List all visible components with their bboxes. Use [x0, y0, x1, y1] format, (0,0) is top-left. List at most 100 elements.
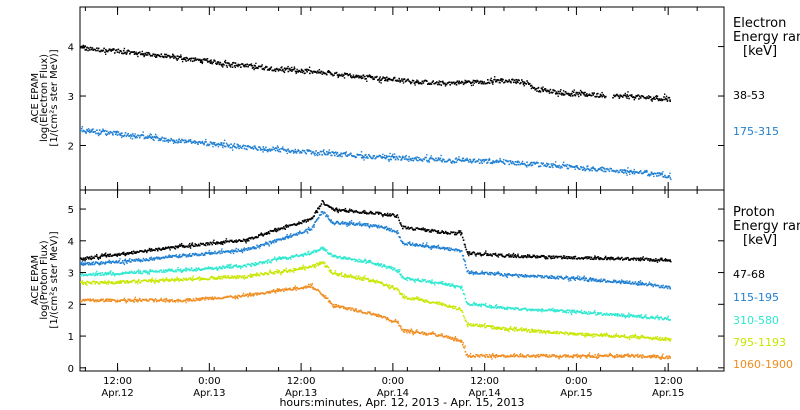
data-point [622, 313, 625, 316]
data-point [251, 263, 254, 265]
data-point [85, 262, 87, 265]
data-point [662, 284, 664, 287]
data-point [262, 67, 265, 70]
data-point [311, 264, 314, 267]
data-point [256, 236, 258, 239]
data-point [455, 81, 457, 83]
data-point [420, 245, 423, 247]
data-point [385, 267, 388, 269]
data-point [371, 76, 374, 78]
data-point [255, 264, 257, 266]
data-point [335, 221, 338, 223]
data-point [223, 251, 225, 253]
data-point [384, 284, 386, 286]
data-point [321, 248, 324, 250]
data-point [546, 309, 549, 312]
data-point [197, 143, 199, 145]
data-point [612, 257, 614, 260]
data-point [473, 158, 476, 161]
data-point [447, 81, 450, 84]
data-point [600, 278, 602, 280]
data-point [484, 304, 486, 306]
data-point [114, 273, 117, 275]
data-point [432, 246, 434, 248]
data-point [359, 221, 361, 223]
data-point [573, 166, 576, 168]
data-point [294, 269, 297, 272]
data-point [436, 245, 438, 248]
data-point [543, 276, 545, 279]
ytick-label: 4 [68, 43, 74, 54]
data-point [235, 264, 237, 266]
data-point [391, 213, 393, 216]
data-point [614, 95, 616, 98]
data-point [344, 153, 347, 156]
data-point [399, 269, 401, 271]
data-point [84, 262, 86, 264]
data-point [315, 210, 317, 212]
data-point [246, 238, 248, 241]
data-point [662, 175, 664, 178]
data-point [532, 255, 535, 257]
data-point [419, 228, 421, 230]
data-point [521, 274, 523, 276]
data-point [670, 178, 672, 181]
data-point [592, 93, 595, 96]
data-point [100, 281, 103, 284]
data-point [414, 229, 417, 231]
data-point [375, 157, 377, 159]
data-point [563, 164, 566, 167]
data-point [307, 149, 309, 151]
data-point [354, 224, 357, 226]
data-point [230, 252, 232, 254]
data-point [390, 156, 392, 158]
data-point [509, 80, 511, 83]
data-point [377, 79, 380, 81]
data-point [620, 280, 622, 283]
data-point [288, 224, 290, 227]
data-point [423, 80, 426, 82]
data-point [118, 282, 120, 284]
data-point [427, 246, 430, 249]
data-point [580, 278, 582, 281]
data-point [153, 270, 155, 273]
data-point [359, 277, 361, 279]
data-point [168, 268, 170, 270]
data-point [458, 156, 460, 158]
data-point [531, 275, 534, 277]
data-point [186, 268, 188, 270]
data-point [449, 159, 451, 161]
data-point [656, 172, 659, 174]
data-point [438, 159, 441, 161]
data-point [182, 269, 185, 271]
data-point [558, 275, 561, 278]
data-point [371, 262, 374, 265]
data-point [467, 252, 469, 254]
data-point [320, 203, 323, 205]
data-point [291, 235, 293, 237]
data-point [614, 94, 617, 97]
data-point [525, 308, 527, 311]
data-point [309, 72, 311, 75]
data-point [443, 247, 445, 249]
data-point [181, 244, 183, 247]
data-point [155, 270, 157, 272]
data-point [176, 255, 179, 258]
data-point [379, 282, 382, 284]
data-point [309, 252, 311, 255]
data-point [231, 239, 233, 241]
data-point [333, 151, 336, 154]
data-point [426, 230, 428, 232]
data-point [475, 81, 477, 84]
data-point [165, 137, 167, 140]
data-point [105, 255, 107, 257]
data-point [551, 309, 553, 311]
data-point [633, 172, 636, 175]
data-point [162, 140, 164, 142]
data-point [667, 175, 670, 177]
data-point [529, 308, 532, 311]
data-point [467, 269, 469, 272]
data-point [332, 254, 334, 256]
data-point [156, 256, 158, 259]
data-point [343, 77, 346, 79]
